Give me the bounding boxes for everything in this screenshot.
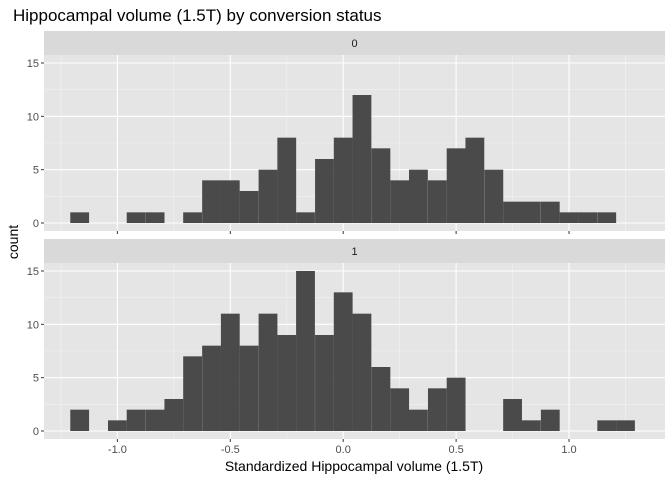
x-tick-label: -1.0 xyxy=(108,444,127,456)
histogram-bar xyxy=(503,399,522,431)
histogram-bar xyxy=(296,212,315,223)
histogram-bar xyxy=(371,367,391,431)
y-tick-label: 0 xyxy=(33,218,39,230)
facet-strip xyxy=(44,239,665,263)
histogram-bar xyxy=(465,137,485,223)
histogram-bar xyxy=(183,212,202,223)
facet-strip xyxy=(44,31,665,55)
histogram-bar xyxy=(183,356,202,431)
histogram-bar xyxy=(427,388,447,431)
histogram-bar xyxy=(277,335,297,431)
histogram-bar xyxy=(315,159,334,223)
histogram-bar xyxy=(409,409,428,431)
histogram-bar xyxy=(446,377,466,431)
y-tick-label: 5 xyxy=(33,165,39,177)
histogram-bar xyxy=(427,180,447,223)
histogram-bar xyxy=(220,180,240,223)
histogram-bar xyxy=(202,180,221,223)
y-tick-label: 15 xyxy=(27,266,39,278)
histogram-bar xyxy=(371,148,391,223)
histogram-bar xyxy=(578,212,598,223)
histogram-bar xyxy=(202,345,221,431)
x-tick-label: 1.0 xyxy=(561,444,576,456)
y-tick-label: 0 xyxy=(33,426,39,438)
histogram-bar xyxy=(333,292,353,431)
histogram-bar xyxy=(277,137,297,223)
histogram-bar xyxy=(484,169,504,223)
histogram-bar xyxy=(597,420,617,431)
histogram-bar xyxy=(333,137,353,223)
histogram-bar xyxy=(70,409,90,431)
histogram-bar xyxy=(296,271,315,431)
y-tick-label: 15 xyxy=(27,58,39,70)
histogram-bar xyxy=(390,388,410,431)
histogram-bar xyxy=(145,409,165,431)
histogram-bar xyxy=(107,420,127,431)
x-tick-label: 0.5 xyxy=(448,444,463,456)
y-axis-title: count xyxy=(5,225,21,259)
x-tick-label: -0.5 xyxy=(221,444,240,456)
histogram-bar xyxy=(258,313,278,431)
histogram-bar xyxy=(258,169,278,223)
histogram-bar xyxy=(503,201,522,223)
x-tick-label: 0.0 xyxy=(336,444,351,456)
histogram-bar xyxy=(540,409,560,431)
histogram-bar xyxy=(446,148,466,223)
histogram-bar xyxy=(521,420,541,431)
histogram-bar xyxy=(352,313,372,431)
facet-panel-0: 0 0 5 10 15 xyxy=(27,31,665,234)
histogram-bar xyxy=(126,409,146,431)
histogram-bar xyxy=(352,95,372,223)
y-tick-label: 10 xyxy=(27,111,39,123)
histogram-bar xyxy=(126,212,146,223)
x-axis-title: Standardized Hippocampal volume (1.5T) xyxy=(225,458,483,474)
histogram-bar xyxy=(390,180,410,223)
histogram-bar xyxy=(540,201,560,223)
histogram-bar xyxy=(315,335,334,431)
histogram-bar xyxy=(616,420,635,431)
histogram-bar xyxy=(409,169,428,223)
histogram-bar xyxy=(239,191,259,223)
chart-title: Hippocampal volume (1.5T) by conversion … xyxy=(13,6,382,25)
histogram-bar xyxy=(164,399,184,431)
facet-strip-label: 0 xyxy=(351,38,357,50)
facet-strip-label: 1 xyxy=(351,246,357,258)
histogram-bar xyxy=(239,345,259,431)
histogram-bar xyxy=(145,212,165,223)
histogram-bar xyxy=(559,212,579,223)
histogram-bar xyxy=(521,201,541,223)
x-axis: -1.0 -0.5 0.0 0.5 1.0 xyxy=(108,444,577,456)
y-tick-label: 10 xyxy=(27,319,39,331)
histogram-bar xyxy=(70,212,90,223)
y-tick-label: 5 xyxy=(33,373,39,385)
histogram-bar xyxy=(597,212,617,223)
histogram-bar xyxy=(220,313,240,431)
